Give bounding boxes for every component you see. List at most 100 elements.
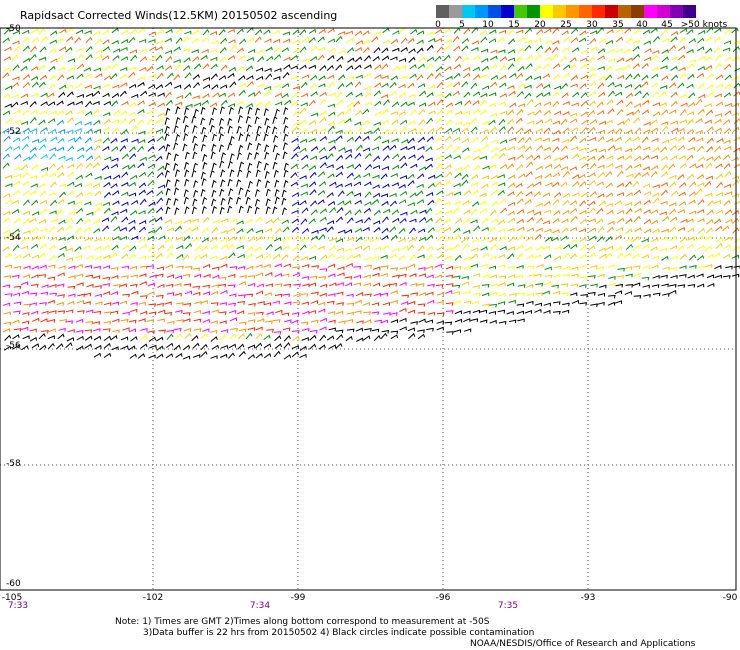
wind-barbs <box>2 26 740 360</box>
wind-barb <box>543 101 552 106</box>
wind-barb <box>480 93 488 98</box>
wind-barb <box>732 179 740 187</box>
wind-barb <box>398 83 406 89</box>
wind-barb <box>507 29 515 36</box>
wind-barb <box>292 272 300 277</box>
wind-barb <box>552 120 560 125</box>
wind-barb <box>525 63 533 70</box>
wind-barb <box>273 76 281 80</box>
wind-barb <box>695 98 703 106</box>
wind-barb <box>211 226 219 234</box>
wind-barb <box>192 342 200 349</box>
wind-barb <box>112 200 120 206</box>
wind-barb <box>48 118 56 124</box>
wind-barb <box>110 267 119 271</box>
wind-barb <box>354 245 363 250</box>
wind-barb <box>453 136 461 142</box>
wind-barb <box>623 48 631 54</box>
wind-barb <box>308 282 316 287</box>
wind-barb <box>374 64 382 70</box>
wind-barb <box>31 226 39 233</box>
wind-barb <box>392 30 400 35</box>
wind-barb <box>76 335 84 341</box>
wind-barb <box>193 81 200 89</box>
wind-barb <box>309 343 317 350</box>
wind-barb <box>713 252 721 259</box>
wind-barb <box>713 155 721 162</box>
wind-barb <box>227 243 235 250</box>
wind-barb <box>182 143 188 152</box>
wind-barb <box>407 309 415 314</box>
wind-barb <box>596 236 605 243</box>
wind-barb <box>615 227 624 232</box>
wind-barb <box>200 188 206 197</box>
wind-barb <box>301 301 309 306</box>
wind-barb <box>184 332 192 339</box>
wind-barb <box>579 302 588 306</box>
wind-barb <box>264 170 270 179</box>
wind-barb <box>4 118 13 124</box>
wind-barb <box>281 47 289 53</box>
wind-barb <box>453 227 461 233</box>
wind-barb <box>381 166 389 171</box>
wind-barb <box>156 197 164 204</box>
wind-barb <box>300 256 309 261</box>
wind-barb <box>335 171 343 178</box>
wind-barb <box>94 138 102 143</box>
wind-barb <box>544 28 552 34</box>
wind-barb <box>319 135 327 142</box>
wind-barb <box>227 160 233 169</box>
wind-barb <box>119 74 127 80</box>
wind-barb <box>733 118 740 125</box>
wind-barb <box>256 311 264 316</box>
wind-barb <box>444 92 452 99</box>
wind-barb <box>464 99 472 106</box>
wind-barb <box>687 101 696 108</box>
wind-barb <box>94 245 102 251</box>
wind-barb <box>562 192 571 198</box>
wind-barb <box>299 138 308 143</box>
wind-barb <box>329 207 337 214</box>
wind-barb <box>128 163 136 170</box>
wind-barb <box>526 300 534 305</box>
wind-barb <box>562 265 571 270</box>
wind-barb <box>247 106 253 115</box>
wind-barb <box>130 336 138 342</box>
wind-barb <box>409 254 417 261</box>
wind-barb <box>517 318 525 323</box>
wind-barb <box>156 294 164 299</box>
wind-barb <box>356 337 364 342</box>
wind-barb <box>139 281 147 286</box>
wind-barb <box>679 119 687 124</box>
wind-barb <box>617 74 625 80</box>
wind-barb <box>409 273 417 277</box>
wind-barb <box>516 127 524 134</box>
wind-barb <box>102 55 110 61</box>
wind-barb <box>436 235 445 241</box>
wind-barb <box>272 126 278 135</box>
wind-barb <box>148 31 156 36</box>
wind-barb <box>679 73 687 80</box>
wind-barb <box>632 265 641 270</box>
wind-barb <box>283 106 289 115</box>
wind-barb <box>283 335 291 342</box>
wind-barb <box>418 119 426 126</box>
wind-barb <box>183 65 191 71</box>
wind-barb <box>389 91 397 96</box>
wind-barb <box>660 65 668 70</box>
wind-barb <box>292 48 300 54</box>
wind-barb <box>49 128 57 134</box>
wind-barb <box>292 301 301 305</box>
wind-barb <box>542 220 550 225</box>
wind-barb <box>578 156 586 161</box>
wind-barb <box>157 102 165 108</box>
wind-barb <box>374 319 383 324</box>
wind-barb <box>697 218 705 223</box>
wind-barb <box>623 64 631 70</box>
wind-barb <box>75 207 84 214</box>
wind-barb <box>416 190 424 197</box>
wind-barb <box>434 274 442 279</box>
wind-barb <box>652 228 660 234</box>
wind-barb <box>291 218 299 224</box>
wind-barb <box>588 100 596 107</box>
